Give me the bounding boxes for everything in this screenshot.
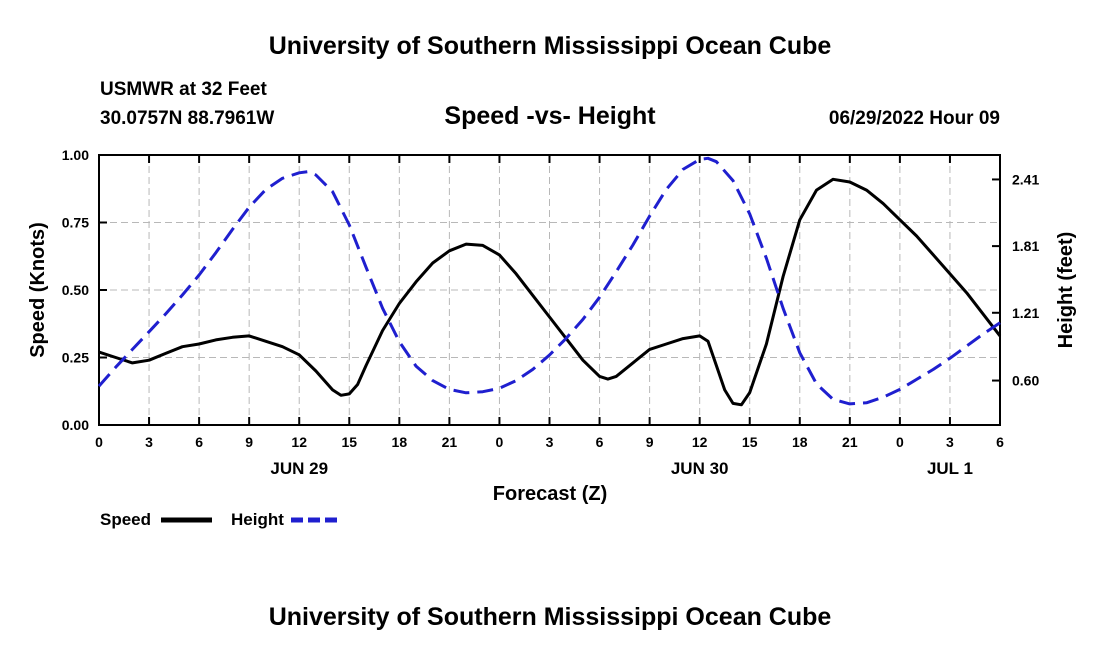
station-label: USMWR at 32 Feet <box>100 79 267 100</box>
legend: Speed Height <box>100 510 342 529</box>
y-right-tick-label: 2.41 <box>1012 171 1039 187</box>
x-tick-label: 15 <box>742 434 758 450</box>
date-label: JUN 29 <box>270 459 328 478</box>
x-tick-label: 0 <box>496 434 504 450</box>
x-tick-label: 18 <box>792 434 808 450</box>
x-tick-label: 18 <box>392 434 408 450</box>
x-tick-label: 0 <box>95 434 103 450</box>
legend-height-label: Height <box>231 510 284 529</box>
x-tick-label: 21 <box>842 434 858 450</box>
x-tick-label: 6 <box>596 434 604 450</box>
height-series-line <box>97 156 1001 406</box>
y-right-tick-label: 1.81 <box>1012 238 1039 254</box>
x-tick-label: 6 <box>996 434 1004 450</box>
y-left-tick-label: 0.25 <box>62 350 89 366</box>
x-tick-label: 3 <box>145 434 153 450</box>
y-right-tick-label: 1.21 <box>1012 305 1039 321</box>
series-lines <box>97 156 1002 407</box>
x-tick-label: 21 <box>442 434 458 450</box>
x-tick-label: 12 <box>291 434 307 450</box>
coordinates-label: 30.0757N 88.7961W <box>100 108 274 129</box>
main-title: University of Southern Mississippi Ocean… <box>269 32 832 60</box>
y-left-tick-label: 1.00 <box>62 147 89 163</box>
grid-lines <box>99 155 1000 425</box>
tick-marks <box>98 154 1001 426</box>
tick-labels: 0 3 6 9 12 15 18 21 0 3 6 9 12 15 18 21 0 3 6 JUN 29 JUN 30 J… <box>62 147 1040 478</box>
x-tick-label: 9 <box>245 434 253 450</box>
x-tick-label: 0 <box>896 434 904 450</box>
x-tick-label: 9 <box>646 434 654 450</box>
y-right-tick-label: 0.60 <box>1012 373 1039 389</box>
datetime-label: 06/29/2022 Hour 09 <box>829 108 1000 129</box>
x-tick-label: 15 <box>341 434 357 450</box>
x-tick-label: 3 <box>946 434 954 450</box>
y-axis-left-label: Speed (Knots) <box>27 222 49 358</box>
chart-title: Speed -vs- Height <box>444 102 656 130</box>
x-axis-label: Forecast (Z) <box>493 483 607 505</box>
x-tick-label: 6 <box>195 434 203 450</box>
date-label: JUL 1 <box>927 459 973 478</box>
date-label: JUN 30 <box>671 459 729 478</box>
x-tick-label: 12 <box>692 434 708 450</box>
y-left-tick-label: 0.00 <box>62 417 89 433</box>
y-axis-right-label: Height (feet) <box>1055 232 1077 349</box>
footer-title: University of Southern Mississippi Ocean… <box>269 603 832 631</box>
x-tick-label: 3 <box>546 434 554 450</box>
legend-speed-label: Speed <box>100 510 151 529</box>
y-left-tick-label: 0.75 <box>62 215 89 231</box>
y-left-tick-label: 0.50 <box>62 282 89 298</box>
